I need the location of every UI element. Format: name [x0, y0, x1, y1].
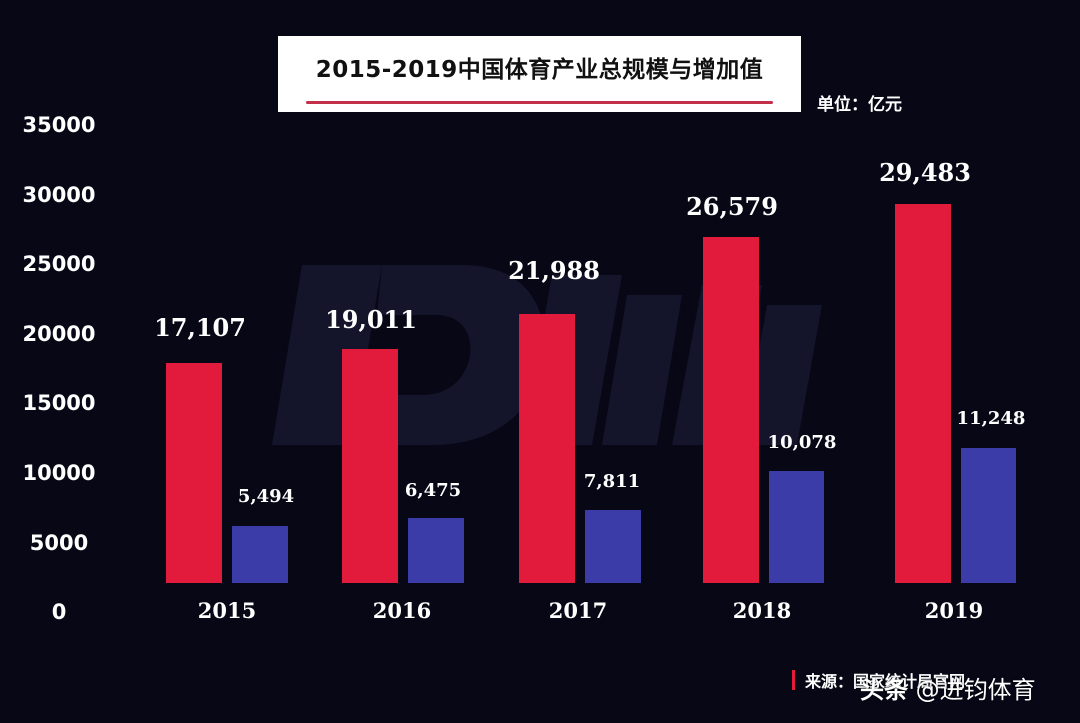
bar-label-2017-total: 21,988: [508, 256, 600, 285]
bar-2018-total: [703, 237, 759, 583]
bar-2015-added: [232, 526, 288, 583]
bar-2018-added: [769, 471, 824, 583]
x-label-2016: 2016: [372, 598, 432, 623]
bar-label-2019-added: 11,248: [956, 408, 1026, 429]
chart-title-box: 2015-2019中国体育产业总规模与增加值: [278, 36, 801, 112]
x-label-2017: 2017: [548, 598, 608, 623]
platform-name: 头条: [860, 676, 908, 704]
bar-2015-total: [166, 363, 222, 583]
account-name: @进钧体育: [915, 676, 1036, 704]
bar-label-2015-added: 5,494: [237, 486, 295, 507]
bar-2019-total: [895, 204, 951, 583]
x-label-2019: 2019: [924, 598, 984, 623]
bar-2017-total: [519, 314, 575, 583]
bar-label-2016-added: 6,475: [404, 480, 462, 501]
bar-label-2019-total: 29,483: [879, 158, 971, 187]
y-tick-0: 0: [51, 600, 67, 624]
y-tick-30000: 30000: [22, 183, 96, 207]
bar-label-2017-added: 7,811: [583, 471, 641, 492]
source-note: 来源：国家统计局官网: [792, 668, 965, 692]
bar-2019-added: [961, 448, 1016, 583]
y-tick-20000: 20000: [22, 322, 96, 346]
x-label-2018: 2018: [732, 598, 792, 623]
y-tick-25000: 25000: [22, 252, 96, 276]
bar-2016-total: [342, 349, 398, 583]
bar-label-2018-total: 26,579: [686, 192, 778, 221]
y-tick-5000: 5000: [29, 531, 89, 555]
source-text: 来源：国家统计局官网: [805, 672, 966, 691]
bar-2016-added: [408, 518, 464, 583]
platform-watermark: 头条 @进钧体育: [860, 670, 1036, 705]
bar-label-2018-added: 10,078: [767, 432, 837, 453]
x-label-2015: 2015: [197, 598, 257, 623]
bar-2017-added: [585, 510, 641, 583]
y-tick-15000: 15000: [22, 391, 96, 415]
y-tick-35000: 35000: [22, 113, 96, 137]
bar-label-2016-total: 19,011: [325, 305, 417, 334]
chart-title: 2015-2019中国体育产业总规模与增加值: [315, 57, 764, 83]
y-tick-10000: 10000: [22, 461, 96, 485]
bar-label-2015-total: 17,107: [154, 313, 246, 342]
unit-label: 单位：亿元: [817, 95, 902, 115]
source-accent-bar: [792, 670, 795, 690]
title-underline: [306, 101, 773, 104]
